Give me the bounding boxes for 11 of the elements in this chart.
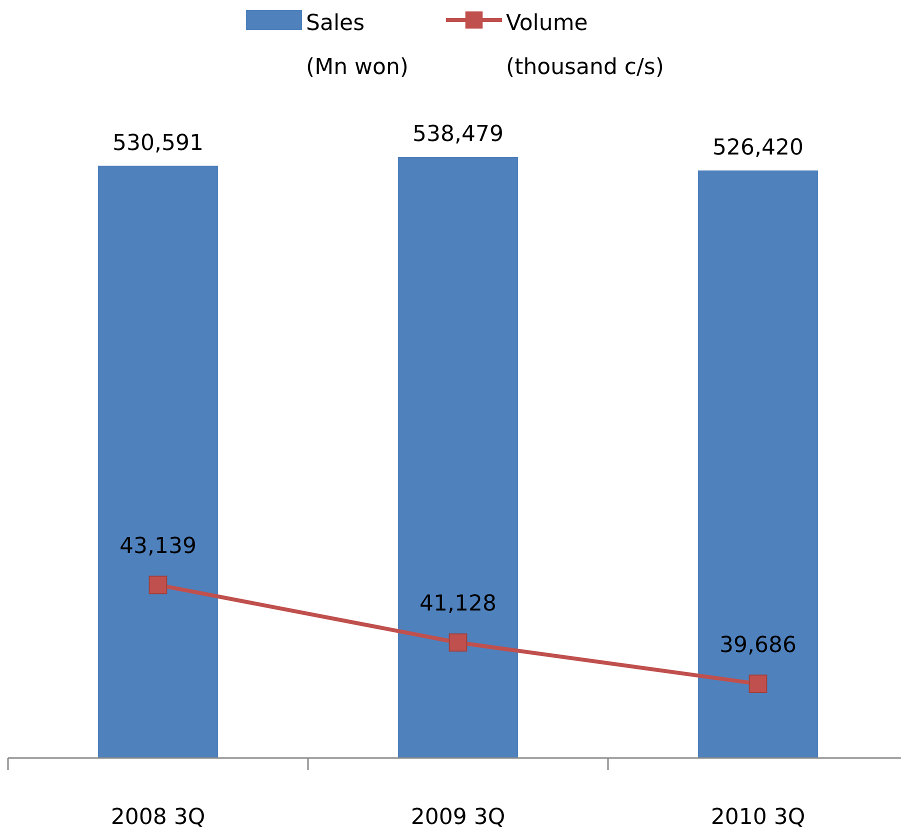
x-tick-label: 2008 3Q [110, 805, 206, 828]
legend-label: Sales (Mn won) [306, 11, 408, 80]
x-tick-label: 2010 3Q [710, 805, 806, 828]
data-label: 39,686 [720, 632, 796, 658]
legend-label: Volume (thousand c/s) [506, 11, 664, 80]
data-label: 41,128 [420, 592, 496, 617]
x-tick-label: 2009 3Q [410, 805, 506, 828]
data-label: 526,420 [712, 135, 804, 160]
data-label: 538,479 [412, 122, 504, 147]
data-label: 43,139 [120, 534, 196, 559]
data-label: 530,591 [112, 130, 204, 156]
